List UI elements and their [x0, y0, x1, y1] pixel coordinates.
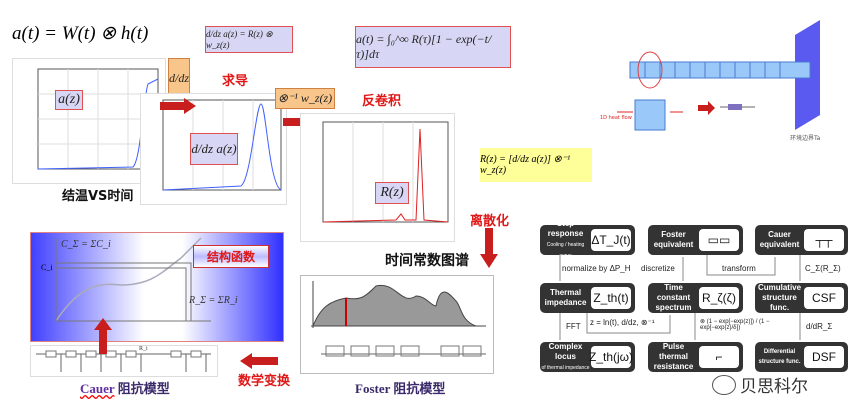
arrow-up-icon [94, 318, 112, 354]
node-symbol: ΔT_J(t) [591, 229, 631, 251]
watermark: 贝思科尔 [712, 372, 808, 397]
integral-formula: a(t) = ∫₀^∞ R(τ)[1 − exp(−t/τ)]dτ [355, 26, 511, 68]
node-symbol: R_ζ(ζ) [699, 287, 739, 309]
foster-chart [300, 275, 494, 374]
foster-model-label: Foster 阻抗模型 [355, 381, 446, 396]
deconvolution-operator: ⊗⁻¹ w_z(z) [275, 88, 335, 109]
node-label: Step response [547, 219, 584, 238]
edge-d-drz: d/dR_Σ [806, 322, 833, 331]
cauer-suffix: 阻抗模型 [114, 381, 170, 396]
d-dz-operator: d/dz [168, 58, 190, 98]
node-label: Cumulative structure func. [757, 283, 802, 312]
dz-az-label: d/dz a(z) [190, 133, 238, 165]
ri-label: R_i [139, 346, 148, 352]
arrow-down-icon [480, 228, 498, 268]
node-symbol: CSF [804, 287, 844, 309]
cauer-circuit [36, 350, 211, 372]
node-label: Foster equivalent [653, 230, 694, 249]
node-label: Cauer equivalent [759, 230, 800, 249]
cauer-circuit-icon: ┬┬ [804, 229, 844, 251]
node-complex-locus: Complex locus of thermal impedance Z_th(jω… [540, 342, 635, 372]
node-thermal-impedance: Thermal impedance Z_th(t) [540, 283, 635, 313]
foster-spectrum-plot [311, 281, 486, 357]
time-constant-chart [300, 113, 455, 242]
node-symbol: Z_th(t) [591, 287, 631, 309]
node-time-constant-spectrum: Time constant spectrum R_ζ(ζ) [648, 283, 743, 313]
time-constant-spectrum-label: 时间常数图谱 [385, 253, 469, 269]
rz-formula: R(z) = [d/dz a(z)] ⊗⁻¹ w_z(z) [480, 148, 592, 182]
edge-exp-kernel: ⊗ (1 − exp[−exp(z)]) / (1 − exp[−exp(z)/… [700, 319, 770, 331]
node-dsf: Differential structure func. DSF [755, 342, 848, 372]
cauer-ladder: R_i [30, 345, 218, 377]
math-transform-label: 数学变换 [238, 374, 291, 389]
node-label: Differential structure func. [758, 349, 801, 365]
node-symbol: Z_th(jω) [589, 346, 633, 368]
rz-label: R(z) [375, 182, 409, 204]
node-foster-equivalent: Foster equivalent ▭▭ [648, 225, 743, 255]
watermark-text: 贝思科尔 [740, 377, 808, 397]
cauer-word: Cauer [80, 381, 115, 396]
node-label: Pulse thermal resistance [653, 342, 694, 371]
node-step-response: Step response Cooling / heating curve ΔT_J… [540, 219, 635, 259]
discretize-label: 离散化 [470, 214, 510, 229]
arrow-left-icon [240, 353, 278, 369]
edge-cz-rz: C_Σ(R_Σ) [805, 264, 841, 273]
arrow-right-icon [160, 98, 196, 114]
convolution-formula: a(t) = W(t) ⊗ h(t) [12, 23, 149, 44]
node-label: Time constant spectrum [655, 283, 692, 312]
edge-transform: transform [722, 264, 756, 273]
node-sub: of thermal impedance [541, 364, 590, 371]
derivative-chart [140, 93, 287, 205]
pulse-chart-icon: ⌐ [699, 346, 739, 368]
derivative-formula: d/dz a(z) = R(z) ⊗ w_z(z) [205, 26, 293, 53]
edge-fft: FFT [566, 322, 581, 331]
ci-label: C_i [41, 263, 53, 272]
time-constant-plot [322, 121, 449, 223]
node-label: Thermal impedance [544, 288, 587, 307]
boundary-label: 环境边界Ta [790, 135, 821, 142]
foster-circuit-icon: ▭▭ [699, 229, 739, 251]
node-pulse-thermal-resistance: Pulse thermal resistance ⌐ [648, 342, 743, 372]
structure-function-label: 结构函数 [193, 245, 269, 268]
node-csf: Cumulative structure func. CSF [755, 283, 848, 313]
edge-ln-t: z = ln(t), d/dz, ⊗⁻¹ [590, 318, 655, 327]
flow-connectors [559, 255, 801, 340]
cz-formula: C_Σ = ΣC_i [61, 239, 111, 250]
junction-temp-plot [37, 68, 159, 170]
deconvolution-label: 反卷积 [362, 94, 402, 109]
derive-label: 求导 [222, 74, 249, 89]
thermal-model-3d [617, 20, 820, 131]
structure-function-plot [55, 237, 211, 322]
junction-vs-time-label: 结温VS时间 [62, 189, 134, 204]
heat-flow-label: 1D heat flow [600, 115, 632, 121]
cauer-model-label: Cauer 阻抗模型 [80, 378, 170, 397]
edge-discretize: discretize [641, 264, 675, 273]
node-sub: Cooling / heating curve [546, 242, 585, 259]
wechat-icon [712, 374, 736, 395]
node-cauer-equivalent: Cauer equivalent ┬┬ [755, 225, 848, 255]
node-label: Complex locus [548, 341, 583, 361]
edge-normalize: normalize by ΔP_H [562, 264, 631, 273]
node-symbol: DSF [804, 346, 844, 368]
az-label: a(z) [55, 90, 83, 110]
rsum-formula: R_Σ = ΣR_i [189, 295, 238, 306]
